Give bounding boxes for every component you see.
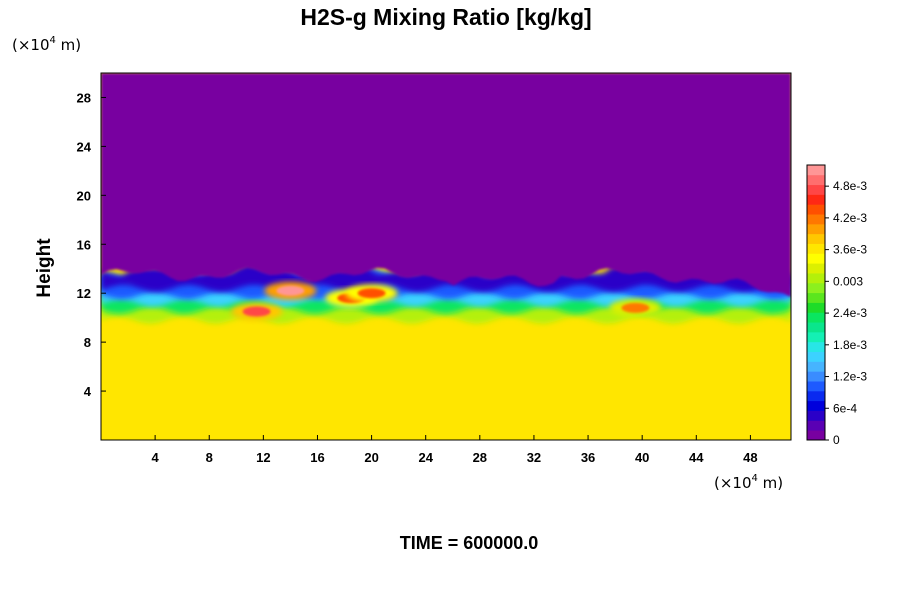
colorbar-tick-label: 3.6e-3 xyxy=(833,243,867,257)
colorbar-tick-label: 2.4e-3 xyxy=(833,306,867,320)
x-tick-label: 20 xyxy=(364,450,378,465)
colorbar-swatch xyxy=(807,253,825,264)
colorbar-tick-label: 4.8e-3 xyxy=(833,179,867,193)
colorbar-swatch xyxy=(807,292,825,303)
heatmap-field xyxy=(101,73,791,440)
x-tick-label: 24 xyxy=(418,450,433,465)
colorbar-swatch xyxy=(807,165,825,176)
colorbar-tick-label: 1.8e-3 xyxy=(833,338,867,352)
colorbar-swatch xyxy=(807,312,825,323)
colorbar-tick-label: 6e-4 xyxy=(833,401,857,415)
colorbar-swatch xyxy=(807,341,825,353)
colorbar-swatch xyxy=(807,361,825,372)
colorbar-swatch xyxy=(807,371,825,382)
plot-frame xyxy=(100,72,792,441)
colorbar-swatch xyxy=(807,430,825,441)
chart-title: H2S-g Mixing Ratio [kg/kg] xyxy=(300,4,591,30)
colorbar-swatch xyxy=(807,223,825,235)
y-tick-label: 16 xyxy=(77,237,91,252)
colorbar-swatch xyxy=(807,390,825,402)
colorbar-swatch xyxy=(807,331,825,343)
colorbar-swatch xyxy=(807,273,825,284)
colorbar-swatch xyxy=(807,243,825,254)
y-tick-label: 8 xyxy=(84,335,91,350)
colorbar-swatch xyxy=(807,420,825,431)
colorbar-swatch xyxy=(807,184,825,195)
y-axis-ticks: 4 8 12 16 20 24 28 xyxy=(77,90,106,399)
x-tick-label: 44 xyxy=(689,450,704,465)
colorbar: 0 6e-4 1.2e-3 1.8e-3 2.4e-3 0.003 3.6e-3 4.2e-3… xyxy=(806,164,867,447)
colorbar-swatch xyxy=(807,214,825,225)
colorbar-swatch xyxy=(807,174,825,186)
colorbar-swatch xyxy=(807,194,825,205)
x-tick-label: 12 xyxy=(256,450,270,465)
colorbar-swatch xyxy=(807,400,825,411)
x-tick-label: 48 xyxy=(743,450,757,465)
colorbar-swatch xyxy=(807,282,825,294)
y-tick-label: 28 xyxy=(77,90,91,105)
colorbar-swatch xyxy=(807,302,825,313)
y-tick-label: 20 xyxy=(77,188,91,203)
colorbar-swatch xyxy=(807,322,825,333)
colorbar-tick-label: 1.2e-3 xyxy=(833,370,867,384)
x-tick-label: 36 xyxy=(581,450,595,465)
colorbar-swatch xyxy=(807,381,825,392)
colorbar-tick-label: 0.003 xyxy=(833,274,863,288)
x-tick-label: 8 xyxy=(206,450,213,465)
x-tick-label: 4 xyxy=(152,450,160,465)
x-tick-label: 40 xyxy=(635,450,649,465)
x-tick-label: 32 xyxy=(527,450,541,465)
y-tick-label: 4 xyxy=(84,384,92,399)
region-upper xyxy=(101,73,791,298)
colorbar-swatch xyxy=(807,233,825,244)
colorbar-tick-label: 0 xyxy=(833,433,840,447)
colorbar-tick-label: 4.2e-3 xyxy=(833,211,867,225)
colorbar-swatch xyxy=(807,204,825,215)
hotspot xyxy=(276,285,305,296)
hotspot xyxy=(357,288,386,299)
y-axis-label: Height xyxy=(34,238,55,298)
x-tick-label: 16 xyxy=(310,450,324,465)
y-tick-label: 24 xyxy=(77,139,92,154)
x-axis-ticks: 4 8 12 16 20 24 28 32 36 40 44 48 xyxy=(152,435,758,465)
colorbar-swatch xyxy=(807,410,825,421)
x-tick-label: 28 xyxy=(473,450,487,465)
hotspot xyxy=(621,302,650,313)
colorbar-swatch xyxy=(807,263,825,274)
y-axis-unit: (×104 m) xyxy=(12,35,81,54)
y-tick-label: 12 xyxy=(77,286,91,301)
colorbar-swatch xyxy=(807,351,825,362)
colorbar-frame xyxy=(806,164,826,441)
hotspot xyxy=(242,306,271,317)
time-label: TIME = 600000.0 xyxy=(400,533,539,553)
x-axis-unit: (×104 m) xyxy=(714,473,783,492)
